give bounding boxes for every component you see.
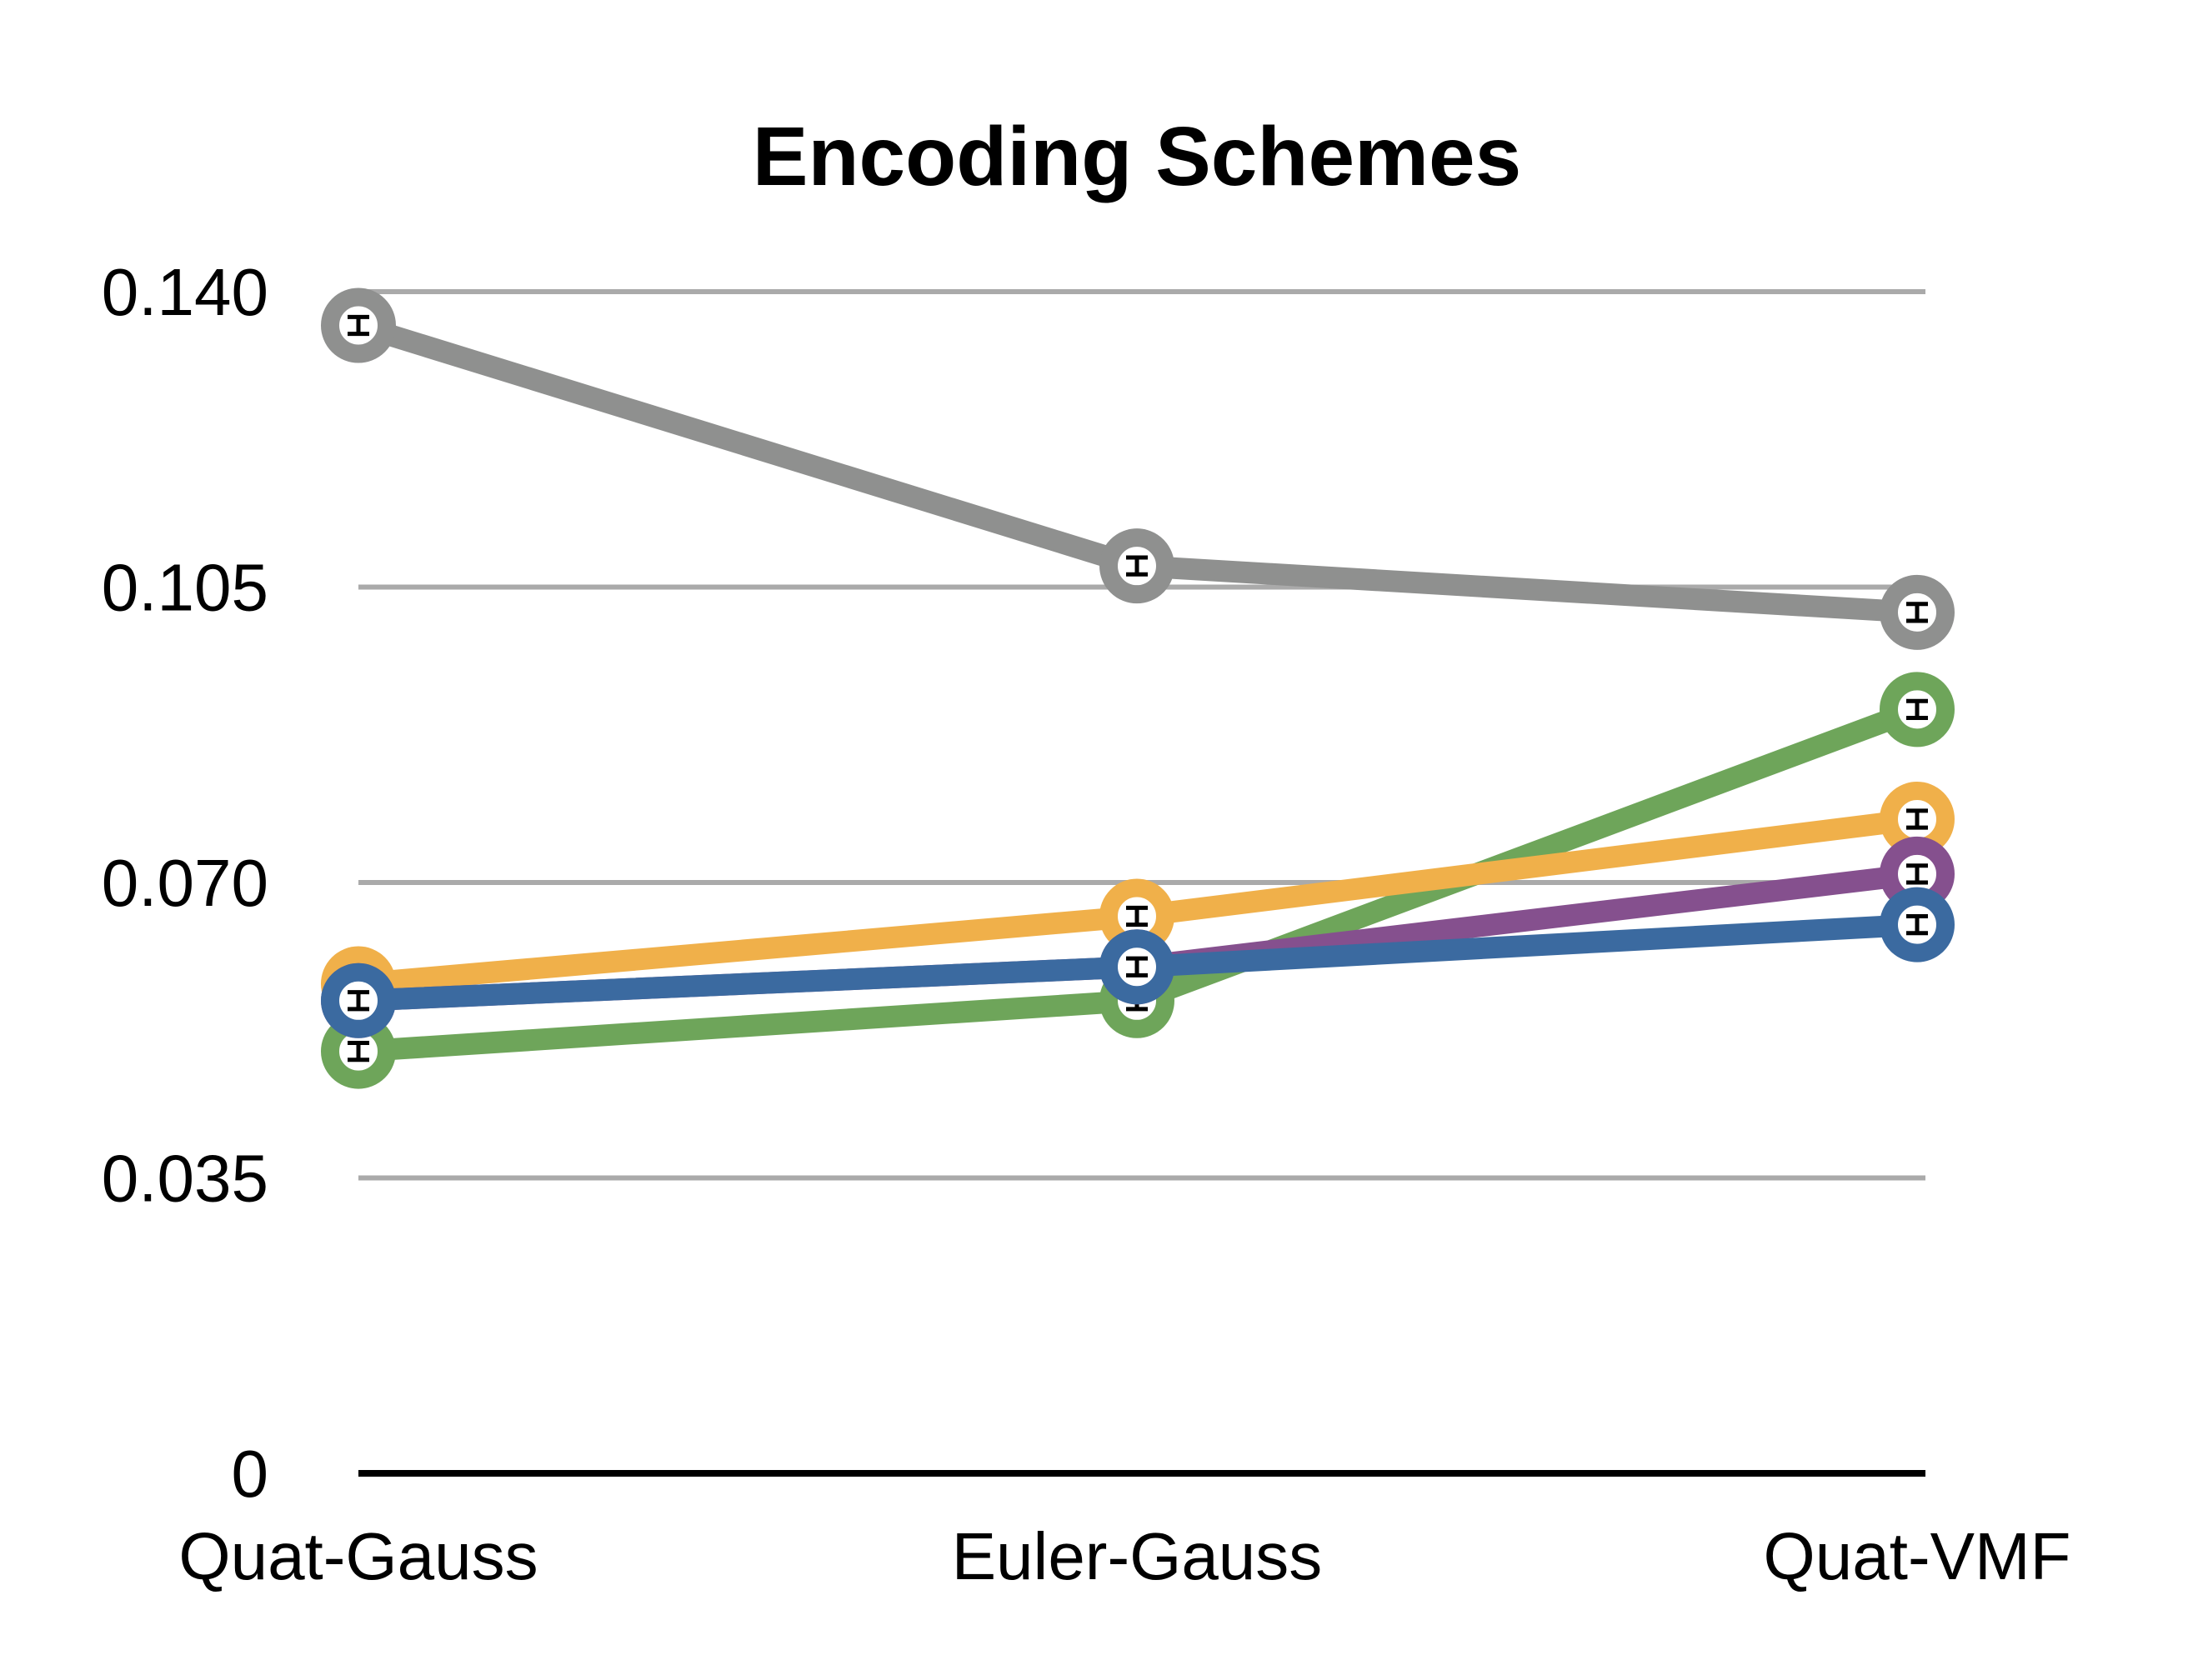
error-bar xyxy=(1126,555,1148,577)
y-axis-ticks: 0 0.035 0.070 0.105 0.140 xyxy=(102,255,268,1511)
error-bar xyxy=(1906,863,1928,885)
series-1 xyxy=(321,288,1955,650)
error-bar xyxy=(1906,698,1928,720)
x-tick-label: Euler-Gauss xyxy=(952,1519,1323,1593)
y-tick-label: 0.105 xyxy=(102,551,268,625)
y-tick-label: 0 xyxy=(232,1437,269,1511)
error-bar xyxy=(1906,602,1928,623)
x-tick-label: Quat-VMF xyxy=(1764,1519,2071,1593)
error-bar xyxy=(1906,914,1928,936)
x-tick-label: Quat-Gauss xyxy=(178,1519,538,1593)
error-bar xyxy=(348,990,369,1012)
y-tick-label: 0.035 xyxy=(102,1142,268,1216)
error-bar xyxy=(1126,956,1148,978)
series-group xyxy=(321,288,1955,1089)
y-tick-label: 0.070 xyxy=(102,846,268,920)
error-bar xyxy=(1126,905,1148,928)
series-5 xyxy=(321,887,1955,1038)
y-tick-label: 0.140 xyxy=(102,255,268,329)
error-bar xyxy=(348,1040,369,1062)
chart-title: Encoding Schemes xyxy=(753,110,1521,203)
x-axis-ticks: Quat-Gauss Euler-Gauss Quat-VMF xyxy=(178,1519,2070,1593)
error-bar xyxy=(348,314,369,337)
error-bar xyxy=(1906,808,1928,830)
